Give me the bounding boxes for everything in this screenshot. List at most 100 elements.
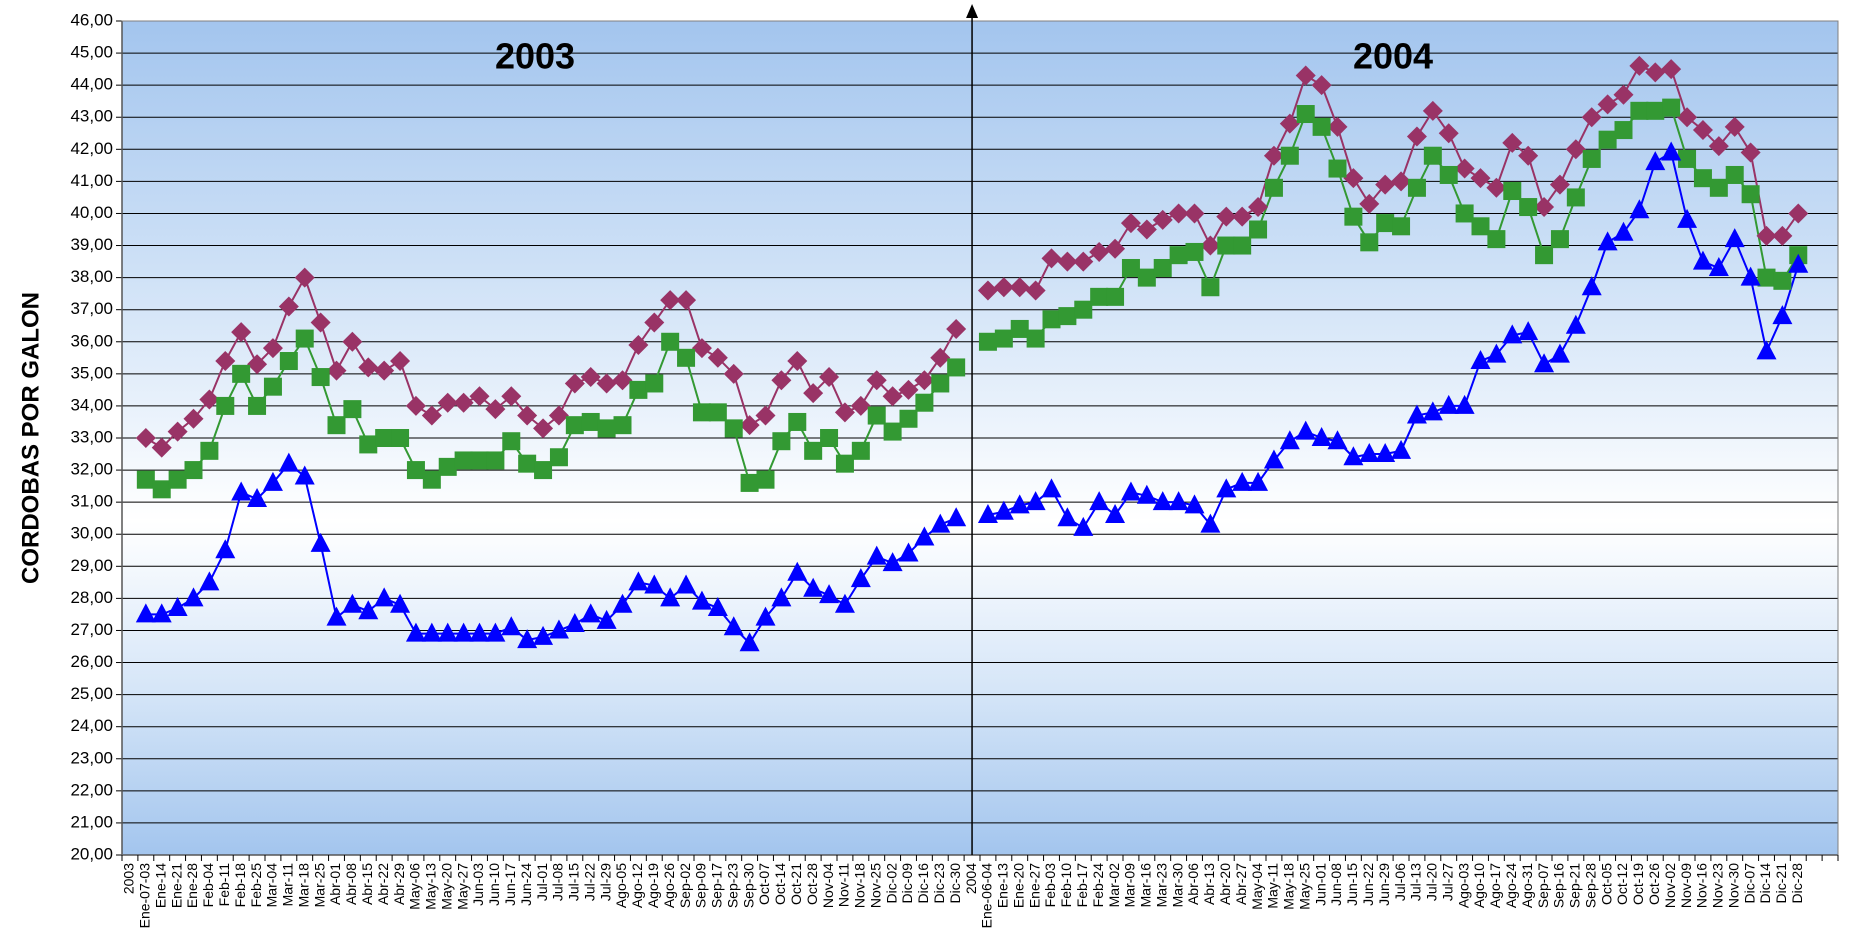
diamond-marker [834, 402, 855, 423]
y-tick-label: 39,00 [70, 235, 113, 254]
triangle-marker [834, 593, 855, 613]
triangle-marker [1661, 141, 1682, 161]
x-tick-label: Nov-02 [1662, 863, 1678, 908]
x-tick-label: Mar-11 [280, 863, 296, 907]
diamond-marker [898, 379, 919, 400]
diamond-marker [421, 405, 442, 426]
triangle-marker [469, 622, 490, 642]
diamond-marker [1772, 225, 1793, 246]
triangle-marker [1359, 443, 1380, 463]
square-marker [1376, 214, 1395, 233]
x-tick-label: Dic-02 [883, 863, 899, 904]
triangle-marker [1184, 494, 1205, 514]
x-tick-label: Dic-07 [1741, 863, 1757, 904]
x-tick-label: Nov-16 [1694, 863, 1710, 908]
x-tick-label: Sep-09 [693, 863, 709, 908]
diamond-marker [850, 395, 871, 416]
square-marker [677, 348, 696, 367]
triangle-marker [167, 597, 188, 617]
triangle-marker [771, 587, 792, 607]
triangle-marker [882, 552, 903, 572]
square-marker [1280, 146, 1299, 165]
diamond-marker [1645, 62, 1666, 83]
diamond-marker [1295, 65, 1316, 86]
square-marker [518, 454, 537, 473]
diamond-marker [1438, 123, 1459, 144]
square-marker [772, 432, 791, 451]
square-marker [359, 435, 378, 454]
triangle-marker [533, 625, 554, 645]
triangle-marker [1518, 321, 1539, 341]
diamond-marker [1740, 142, 1761, 163]
diamond-marker [548, 405, 569, 426]
square-marker [1519, 198, 1538, 217]
y-tick-label: 34,00 [70, 395, 113, 414]
triangle-marker [453, 622, 474, 642]
square-marker [1455, 204, 1474, 223]
square-marker [470, 451, 489, 470]
annotation: 2003 [495, 36, 575, 77]
x-tick-label: Oct-07 [756, 863, 772, 905]
square-marker [978, 332, 997, 351]
y-tick-label: 31,00 [70, 492, 113, 511]
x-tick-label: Abr-08 [343, 863, 359, 905]
triangle-marker [676, 574, 697, 594]
square-marker [1344, 207, 1363, 226]
diamond-marker [469, 386, 490, 407]
diamond-marker [882, 386, 903, 407]
diamond-marker [199, 389, 220, 410]
triangle-marker [803, 577, 824, 597]
triangle-marker [1422, 401, 1443, 421]
diamond-marker [310, 312, 331, 333]
diamond-marker [1105, 238, 1126, 259]
y-tick-label: 33,00 [70, 427, 113, 446]
triangle-marker [946, 507, 967, 527]
x-tick-label: Ago-31 [1519, 863, 1535, 908]
diamond-marker [1248, 197, 1269, 218]
x-tick-label: Oct-14 [772, 863, 788, 905]
x-tick-label: Sep-21 [1567, 863, 1583, 908]
triangle-marker [390, 593, 411, 613]
x-tick-label: Dic-14 [1757, 863, 1773, 904]
triangle-marker [374, 587, 395, 607]
square-marker [692, 403, 711, 422]
square-marker [184, 461, 203, 480]
y-axis-title: CORDOBAS POR GALON [17, 292, 44, 584]
x-tick-label: Sep-30 [740, 863, 756, 908]
triangle-marker [1788, 253, 1809, 273]
x-tick-label: Ene-14 [152, 863, 168, 908]
y-tick-label: 46,00 [70, 10, 113, 29]
y-tick-label: 44,00 [70, 75, 113, 94]
square-marker [1201, 278, 1220, 297]
triangle-marker [1597, 231, 1618, 251]
triangle-marker [517, 629, 538, 649]
y-tick-label: 45,00 [70, 43, 113, 62]
diamond-marker [1534, 197, 1555, 218]
triangle-marker [1279, 430, 1300, 450]
x-tick-label: Ago-05 [613, 863, 629, 908]
triangle-marker [1216, 478, 1237, 498]
divider-arrow [966, 4, 979, 18]
x-tick-label: Mar-09 [1122, 863, 1138, 908]
square-marker [1487, 230, 1506, 249]
square-marker [534, 461, 553, 480]
y-tick-label: 22,00 [70, 780, 113, 799]
diamond-marker [1518, 145, 1539, 166]
triangle-marker [1073, 516, 1094, 536]
square-marker [1598, 130, 1617, 149]
square-marker [1249, 220, 1268, 239]
x-tick-label: Oct-12 [1614, 863, 1630, 905]
triangle-marker [1756, 340, 1777, 360]
triangle-marker [1120, 481, 1141, 501]
square-marker [279, 352, 298, 371]
x-tick-label: Jun-22 [1360, 863, 1376, 906]
triangle-marker [755, 606, 776, 626]
diamond-marker [1073, 251, 1094, 272]
triangle-marker [1232, 471, 1253, 491]
x-tick-label: Nov-09 [1678, 863, 1694, 908]
square-marker [1042, 310, 1061, 329]
x-tick-label: Oct-21 [788, 863, 804, 905]
x-tick-label: Abr-29 [391, 863, 407, 905]
diamond-marker [1375, 174, 1396, 195]
square-marker [1106, 287, 1125, 306]
